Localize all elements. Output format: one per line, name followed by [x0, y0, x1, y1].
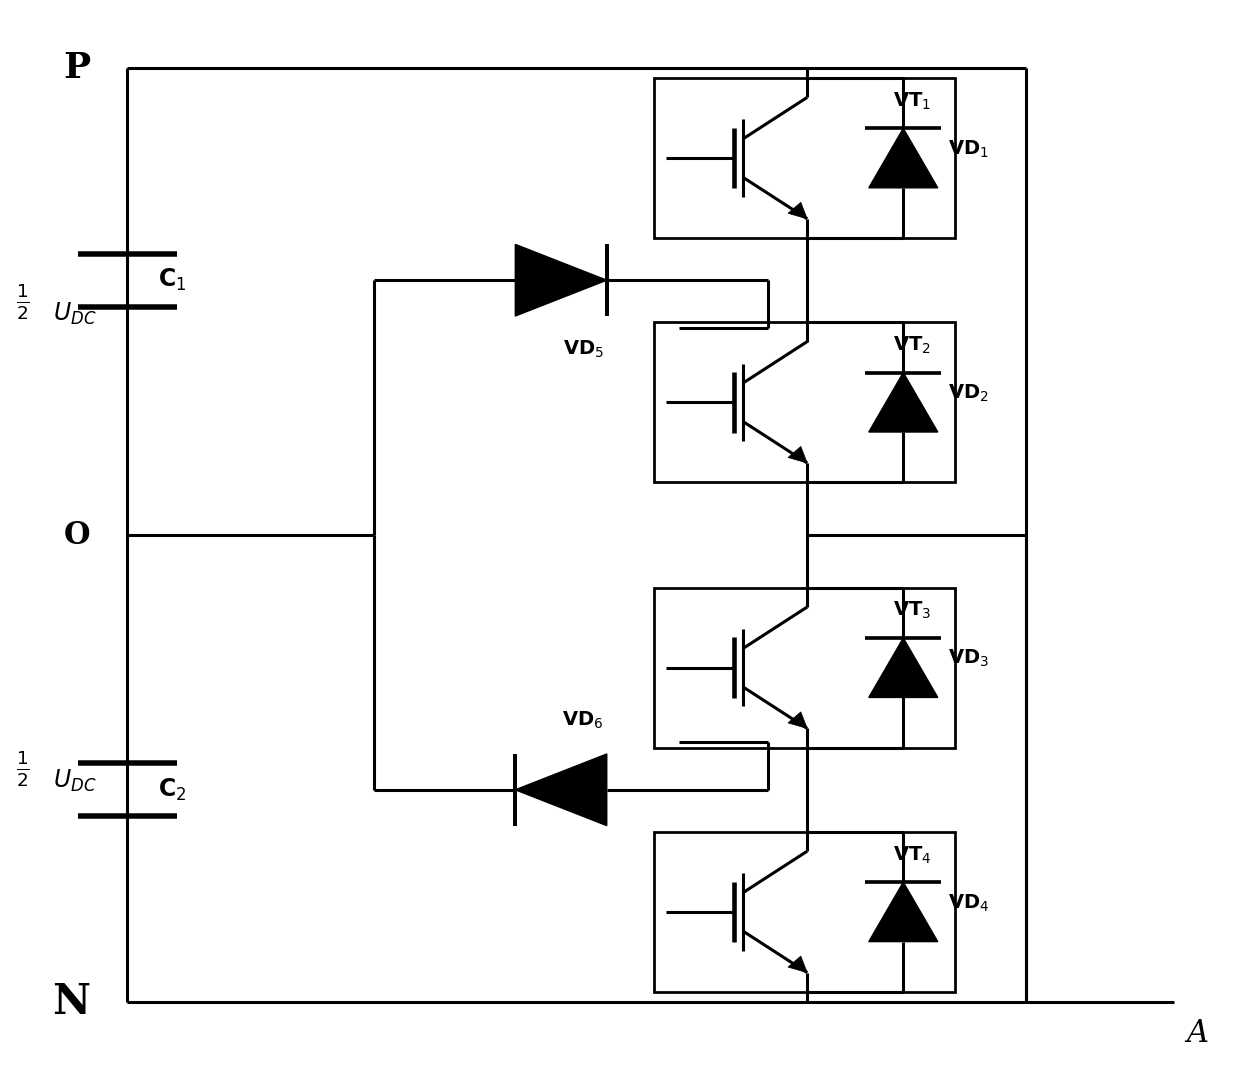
Text: C$_2$: C$_2$	[159, 777, 186, 802]
Text: VD$_3$: VD$_3$	[949, 648, 990, 670]
Polygon shape	[869, 372, 937, 432]
Text: P: P	[63, 51, 91, 85]
Bar	[653, 587, 955, 748]
Text: VD$_1$: VD$_1$	[949, 138, 990, 159]
Polygon shape	[516, 754, 606, 826]
Text: $U_{DC}$: $U_{DC}$	[53, 301, 97, 327]
Text: VT$_3$: VT$_3$	[893, 600, 931, 622]
Polygon shape	[787, 957, 807, 973]
Text: O: O	[64, 520, 91, 550]
Text: VT$_4$: VT$_4$	[893, 844, 931, 866]
Polygon shape	[869, 638, 937, 698]
Polygon shape	[787, 712, 807, 729]
Text: $\frac{1}{2}$: $\frac{1}{2}$	[16, 748, 30, 789]
Polygon shape	[787, 202, 807, 219]
Bar	[653, 831, 955, 992]
Text: VD$_2$: VD$_2$	[949, 383, 988, 404]
Text: VD$_6$: VD$_6$	[563, 710, 604, 732]
Text: VD$_5$: VD$_5$	[563, 338, 604, 360]
Bar	[653, 322, 955, 483]
Text: N: N	[52, 981, 91, 1023]
Bar	[653, 78, 955, 239]
Polygon shape	[516, 244, 606, 316]
Text: A: A	[1187, 1018, 1209, 1049]
Polygon shape	[869, 128, 937, 188]
Polygon shape	[869, 882, 937, 942]
Text: VT$_1$: VT$_1$	[893, 91, 931, 112]
Text: C$_1$: C$_1$	[159, 268, 186, 293]
Text: $U_{DC}$: $U_{DC}$	[53, 768, 97, 794]
Text: VT$_2$: VT$_2$	[893, 335, 931, 356]
Text: $\frac{1}{2}$: $\frac{1}{2}$	[16, 281, 30, 322]
Text: VD$_4$: VD$_4$	[949, 892, 990, 914]
Polygon shape	[787, 446, 807, 463]
